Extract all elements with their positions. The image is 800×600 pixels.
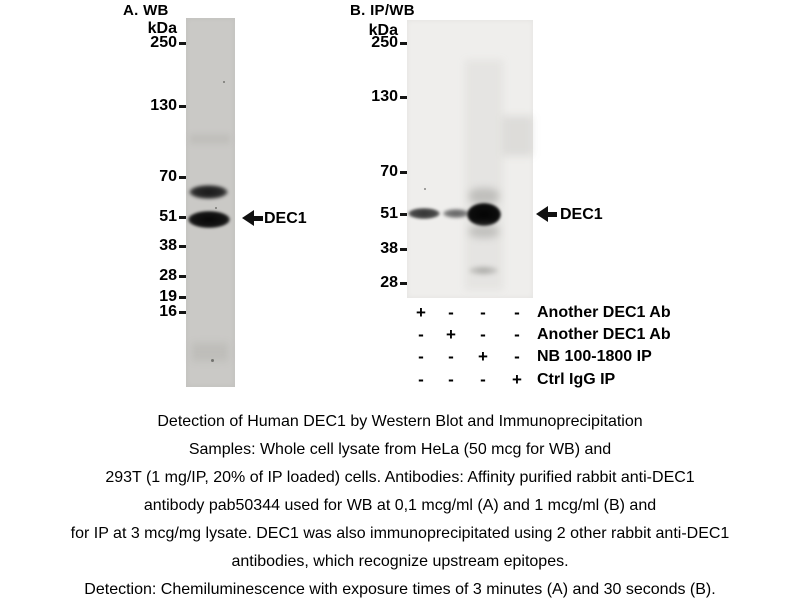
lane-row-label: Another DEC1 Ab [537, 304, 671, 321]
mw-marker: 28 [100, 267, 186, 285]
caption-line: Samples: Whole cell lysate from HeLa (50… [188, 441, 612, 458]
lane-mark: - [514, 303, 520, 322]
speck [215, 207, 217, 209]
lane-mark: + [416, 303, 426, 322]
tick-mark [400, 170, 407, 174]
speck [223, 81, 225, 83]
dec1-band-annotation: DEC1 [560, 206, 603, 223]
band-lane3-faint-28 [469, 266, 498, 275]
faint-smudge [192, 343, 228, 361]
mw-marker: 70 [100, 168, 186, 186]
dec1-arrow-icon [242, 210, 263, 226]
caption-line: antibodies, which recognize upstream epi… [231, 553, 569, 570]
band-lane1 [408, 208, 440, 219]
tick-mark [400, 247, 407, 251]
mw-marker: 28 [321, 274, 407, 292]
mw-marker: 70 [321, 163, 407, 181]
tick-mark [179, 215, 186, 219]
speck [211, 359, 214, 362]
panel-a-title: A. WB [123, 2, 169, 19]
lane-mark: + [512, 370, 522, 389]
mw-marker: 250 [321, 34, 407, 52]
tick-mark [179, 244, 186, 248]
lane-mark: - [448, 303, 454, 322]
figure-caption: Detection of Human DEC1 by Western Blot … [0, 408, 800, 600]
tick-mark [400, 212, 407, 216]
dec1-arrow-icon [536, 206, 557, 222]
tick-mark [179, 41, 186, 45]
lane4-smudge [503, 116, 533, 156]
tick-mark [400, 281, 407, 285]
wb-lane [186, 18, 235, 387]
ipwb-blot [407, 20, 533, 298]
lane-mark: - [480, 325, 486, 344]
lane-mark: - [480, 370, 486, 389]
tick-mark [179, 274, 186, 278]
lane-mark: + [446, 325, 456, 344]
lane-mark: - [448, 370, 454, 389]
mw-marker: 38 [100, 237, 186, 255]
caption-line: for IP at 3 mcg/mg lysate. DEC1 was also… [70, 525, 730, 542]
caption-line: antibody pab50344 used for WB at 0,1 mcg… [143, 497, 657, 514]
tick-mark [179, 175, 186, 179]
band-62kda [189, 185, 228, 199]
panel-a-kda-label: kDa [147, 20, 177, 37]
mw-marker: 130 [100, 97, 186, 115]
mw-marker: 19 [100, 288, 186, 306]
lane3-streak [465, 60, 503, 290]
mw-marker: 250 [100, 34, 186, 52]
panel-b-kda-label: kDa [368, 22, 398, 39]
lane-row-label: Another DEC1 Ab [537, 326, 671, 343]
band-lane3-smear-below [469, 225, 499, 238]
tick-mark [400, 95, 407, 99]
lane-mark: + [478, 347, 488, 366]
lane-row-label: Ctrl IgG IP [537, 371, 616, 388]
caption-line: 293T (1 mg/IP, 20% of IP loaded) cells. … [105, 469, 695, 486]
band-lane3-smear-above [469, 188, 499, 204]
speck [424, 188, 426, 190]
lane-mark: - [418, 370, 424, 389]
dec1-band-annotation: DEC1 [264, 210, 307, 227]
tick-mark [179, 104, 186, 108]
lane-mark: - [448, 347, 454, 366]
mw-marker: 130 [321, 88, 407, 106]
tick-mark [179, 310, 186, 314]
lane-mark: - [514, 325, 520, 344]
faint-smudge [190, 134, 230, 144]
mw-marker: 38 [321, 240, 407, 258]
mw-marker: 51 [321, 205, 407, 223]
tick-mark [400, 41, 407, 45]
lane-mark: - [480, 303, 486, 322]
lane-mark: - [418, 347, 424, 366]
lane-mark: - [418, 325, 424, 344]
band-dec1-a [188, 211, 230, 228]
band-lane3-dec1 [467, 203, 501, 226]
caption-line: Detection of Human DEC1 by Western Blot … [157, 413, 643, 430]
lane-mark: - [514, 347, 520, 366]
mw-marker: 51 [100, 208, 186, 226]
mw-marker: 16 [100, 303, 186, 321]
tick-mark [179, 295, 186, 299]
lane-row-label: NB 100-1800 IP [537, 348, 652, 365]
panel-b-title: B. IP/WB [350, 2, 415, 19]
caption-line: Detection: Chemiluminescence with exposu… [84, 581, 716, 598]
band-lane2 [443, 209, 469, 218]
